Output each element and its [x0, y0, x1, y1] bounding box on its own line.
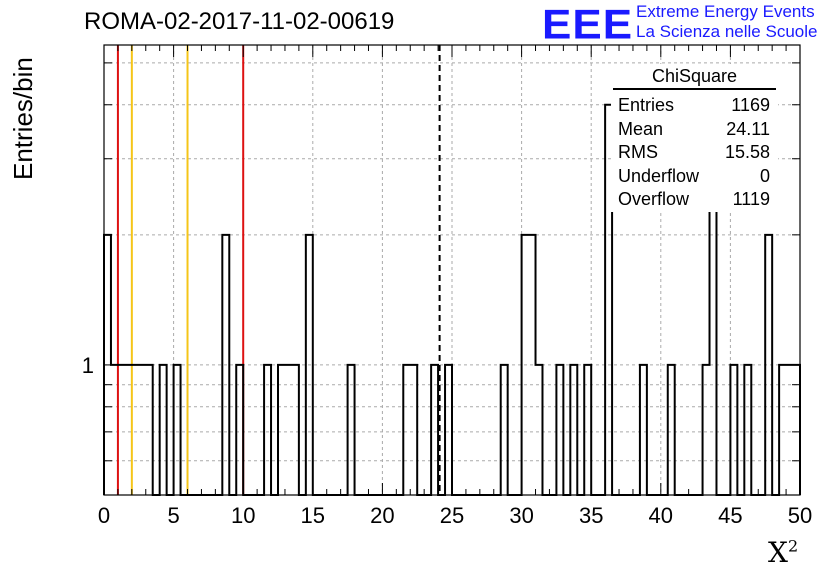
histogram-bin	[501, 365, 508, 495]
stats-label: Entries	[618, 95, 675, 115]
histogram-bin	[703, 365, 710, 495]
histogram-bin	[236, 365, 243, 495]
x-tick-label: 20	[370, 503, 394, 528]
stats-row: Underflow 0	[611, 165, 778, 189]
stats-value: 15.58	[724, 142, 770, 162]
histogram-bin	[536, 365, 543, 495]
x-tick-label: 10	[231, 503, 255, 528]
y-tick-label: 1	[82, 353, 94, 378]
histogram-bin	[292, 365, 299, 495]
stats-label: Mean	[618, 118, 664, 139]
stats-row: Entries 1169	[611, 94, 778, 118]
histogram-bin	[431, 365, 438, 495]
histogram-bin	[222, 235, 229, 495]
x-tick-label: 5	[167, 503, 179, 528]
stats-box: ChiSquare Entries 1169 Mean 24.11 RMS 15.58…	[611, 64, 778, 212]
histogram-bin	[584, 365, 591, 495]
eee-logo: EEE	[542, 1, 634, 48]
x-tick-label: 25	[440, 503, 464, 528]
x-tick-label: 0	[98, 503, 110, 528]
histogram-bin	[264, 365, 271, 495]
histogram-bin	[146, 365, 153, 495]
stats-value: 0	[759, 165, 770, 186]
org-name: Extreme Energy Events	[636, 2, 815, 21]
histogram-bin	[668, 365, 675, 495]
stats-title: ChiSquare	[613, 64, 776, 90]
histogram-bin	[125, 365, 132, 495]
stats-label: Overflow	[618, 189, 690, 209]
histogram-bin	[765, 235, 772, 495]
x-tick-label: 30	[509, 503, 533, 528]
histogram-bin	[556, 365, 563, 495]
histogram-bin	[403, 365, 410, 495]
histogram-bin	[132, 365, 139, 495]
histogram-bin	[348, 365, 355, 495]
histogram-bin	[306, 235, 313, 495]
histogram-bin	[410, 365, 417, 495]
histogram-bin	[445, 365, 452, 495]
histogram-bin	[779, 365, 786, 495]
x-tick-label: 45	[718, 503, 742, 528]
histogram-bin	[278, 365, 285, 495]
stats-label: RMS	[618, 142, 658, 162]
y-axis-label: Entries/bin	[8, 57, 38, 180]
stats-row: RMS 15.58	[611, 141, 778, 165]
chart-title: ROMA-02-2017-11-02-00619	[84, 8, 395, 35]
histogram-bin	[174, 365, 181, 495]
histogram-bin	[139, 365, 146, 495]
histogram-bin	[522, 235, 529, 495]
histogram-bin	[111, 365, 118, 495]
stats-row: Overflow 1119	[611, 188, 778, 212]
histogram-bin	[285, 365, 292, 495]
histogram-bin	[640, 365, 647, 495]
stats-value: 1169	[731, 95, 770, 115]
histogram-bin	[529, 235, 536, 495]
org-subtitle: La Scienza nelle Scuole	[636, 22, 818, 41]
x-axis-label: X2	[768, 536, 799, 569]
stats-row: Mean 24.11	[611, 118, 778, 142]
histogram-bin	[786, 365, 793, 495]
histogram-bin	[160, 365, 167, 495]
histogram-bin	[118, 365, 125, 495]
stats-value: 24.11	[726, 118, 770, 139]
histogram-bin	[730, 365, 737, 495]
x-tick-label: 40	[649, 503, 673, 528]
stats-value: 1119	[732, 189, 770, 209]
x-tick-label: 35	[579, 503, 603, 528]
histogram-bin	[744, 365, 751, 495]
x-tick-label: 50	[788, 503, 812, 528]
stats-label: Underflow	[618, 165, 700, 186]
histogram-bin	[570, 365, 577, 495]
x-tick-label: 15	[301, 503, 325, 528]
